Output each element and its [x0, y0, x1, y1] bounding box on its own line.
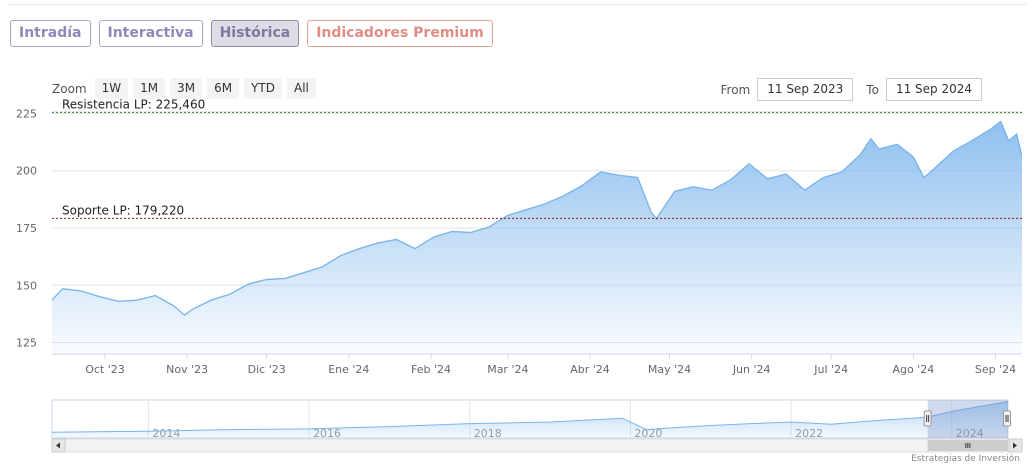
zoom-3m-button[interactable]: 3M [170, 78, 203, 99]
x-tick-label: Sep '24 [975, 363, 1016, 376]
series-group [52, 120, 1022, 354]
x-tick-label: Jul '24 [813, 363, 848, 376]
navigator-selection [927, 400, 1008, 438]
price-area [52, 121, 1022, 354]
from-label: From [720, 82, 751, 97]
zoom-ytd-button[interactable]: YTD [244, 78, 282, 99]
y-tick-label: 125 [16, 337, 37, 350]
tab-historica[interactable]: Histórica [210, 20, 300, 47]
x-tick-label: Dic '23 [248, 363, 286, 376]
zoom-selector: Zoom 1W 1M 3M 6M YTD All [52, 78, 316, 99]
stock-chart: Zoom 1W 1M 3M 6M YTD All From 11 Sep 202… [8, 62, 1030, 466]
scrollbar-track[interactable] [51, 438, 1023, 453]
date-range-selector: From 11 Sep 2023 To 11 Sep 2024 [720, 78, 982, 101]
y-tick-label: 150 [16, 279, 37, 292]
navigator-right-handle[interactable] [1003, 410, 1011, 427]
x-tick-label: Mar '24 [487, 363, 528, 376]
zoom-label: Zoom [52, 81, 87, 96]
price-line [52, 120, 1022, 316]
support-label: Soporte LP: 179,220 [62, 203, 184, 217]
x-tick-label: Abr '24 [570, 363, 610, 376]
zoom-1w-button[interactable]: 1W [94, 78, 129, 99]
tab-intradia[interactable]: Intradía [10, 20, 91, 47]
y-tick-label: 175 [16, 222, 37, 235]
x-tick-label: Jun '24 [732, 363, 771, 376]
main-plot: 125 150 175 200 225 Resistencia LP: 225,460 So… [16, 97, 1022, 376]
to-date-input[interactable]: 11 Sep 2024 [885, 78, 982, 101]
zoom-all-button[interactable]: All [287, 78, 316, 99]
navigator[interactable]: 201420162018202020222024 [51, 399, 1023, 453]
view-tabs: Intradía Interactiva Histórica Indicador… [10, 20, 493, 47]
tab-interactiva[interactable]: Interactiva [98, 20, 203, 47]
chart-canvas: 125 150 175 200 225 Resistencia LP: 225,460 So… [16, 97, 1023, 453]
navigator-area [52, 401, 1008, 438]
zoom-1m-button[interactable]: 1M [133, 78, 166, 99]
top-divider [8, 4, 1026, 5]
from-date-input[interactable]: 11 Sep 2023 [757, 78, 854, 101]
navigator-left-handle[interactable] [923, 410, 932, 427]
x-tick-label: Ago '24 [892, 363, 934, 376]
x-tick-label: Ene '24 [328, 363, 369, 376]
chevron-left-icon [56, 442, 60, 449]
zoom-6m-button[interactable]: 6M [207, 78, 240, 99]
x-tick-label: Nov '23 [166, 363, 208, 376]
tab-indicadores-premium[interactable]: Indicadores Premium [307, 20, 493, 47]
credits-text: Estrategias de Inversión [911, 454, 1020, 464]
x-tick-label: Feb '24 [411, 363, 451, 376]
to-label: To [866, 82, 879, 97]
resistance-label: Resistencia LP: 225,460 [62, 97, 205, 111]
y-tick-label: 225 [16, 107, 37, 120]
x-tick-label: Oct '23 [85, 363, 125, 376]
x-tick-label: May '24 [648, 363, 691, 376]
chevron-right-icon [1013, 442, 1017, 449]
y-tick-label: 200 [16, 165, 37, 178]
